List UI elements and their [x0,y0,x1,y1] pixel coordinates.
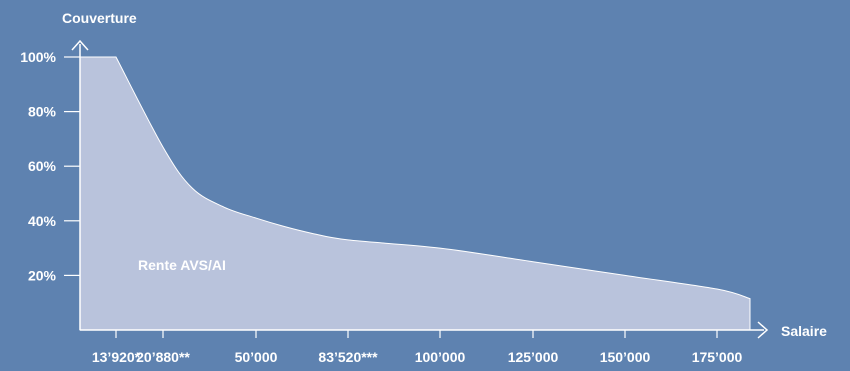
x-tick-label: 20’880** [136,349,190,365]
y-tick-label: 40% [28,213,57,229]
y-tick-label: 20% [28,267,57,283]
axis-layer [71,39,769,339]
area-label: Rente AVS/AI [138,257,226,273]
y-axis-arrow [71,39,89,51]
x-tick-label: 125’000 [508,349,559,365]
x-tick-label: 13’920* [92,349,141,365]
y-tick-label: 60% [28,158,57,174]
x-axis-title: Salaire [781,323,827,339]
y-tick-label: 100% [20,49,56,65]
series-area-rente-avs-ai [79,56,751,331]
x-tick-label: 50’000 [235,349,278,365]
x-tick-label: 150’000 [600,349,651,365]
x-tick-label: 175’000 [692,349,743,365]
x-tick-label: 83’520*** [318,349,378,365]
x-tick-label: 100’000 [415,349,466,365]
y-tick-label: 80% [28,104,57,120]
y-axis-title: Couverture [62,10,137,26]
area-layer [79,56,751,331]
x-axis-arrow [757,321,769,339]
tick-layer: 20% 40% 60% 80% 100% 13’920*20’880** 50’000 83’… [20,49,742,365]
